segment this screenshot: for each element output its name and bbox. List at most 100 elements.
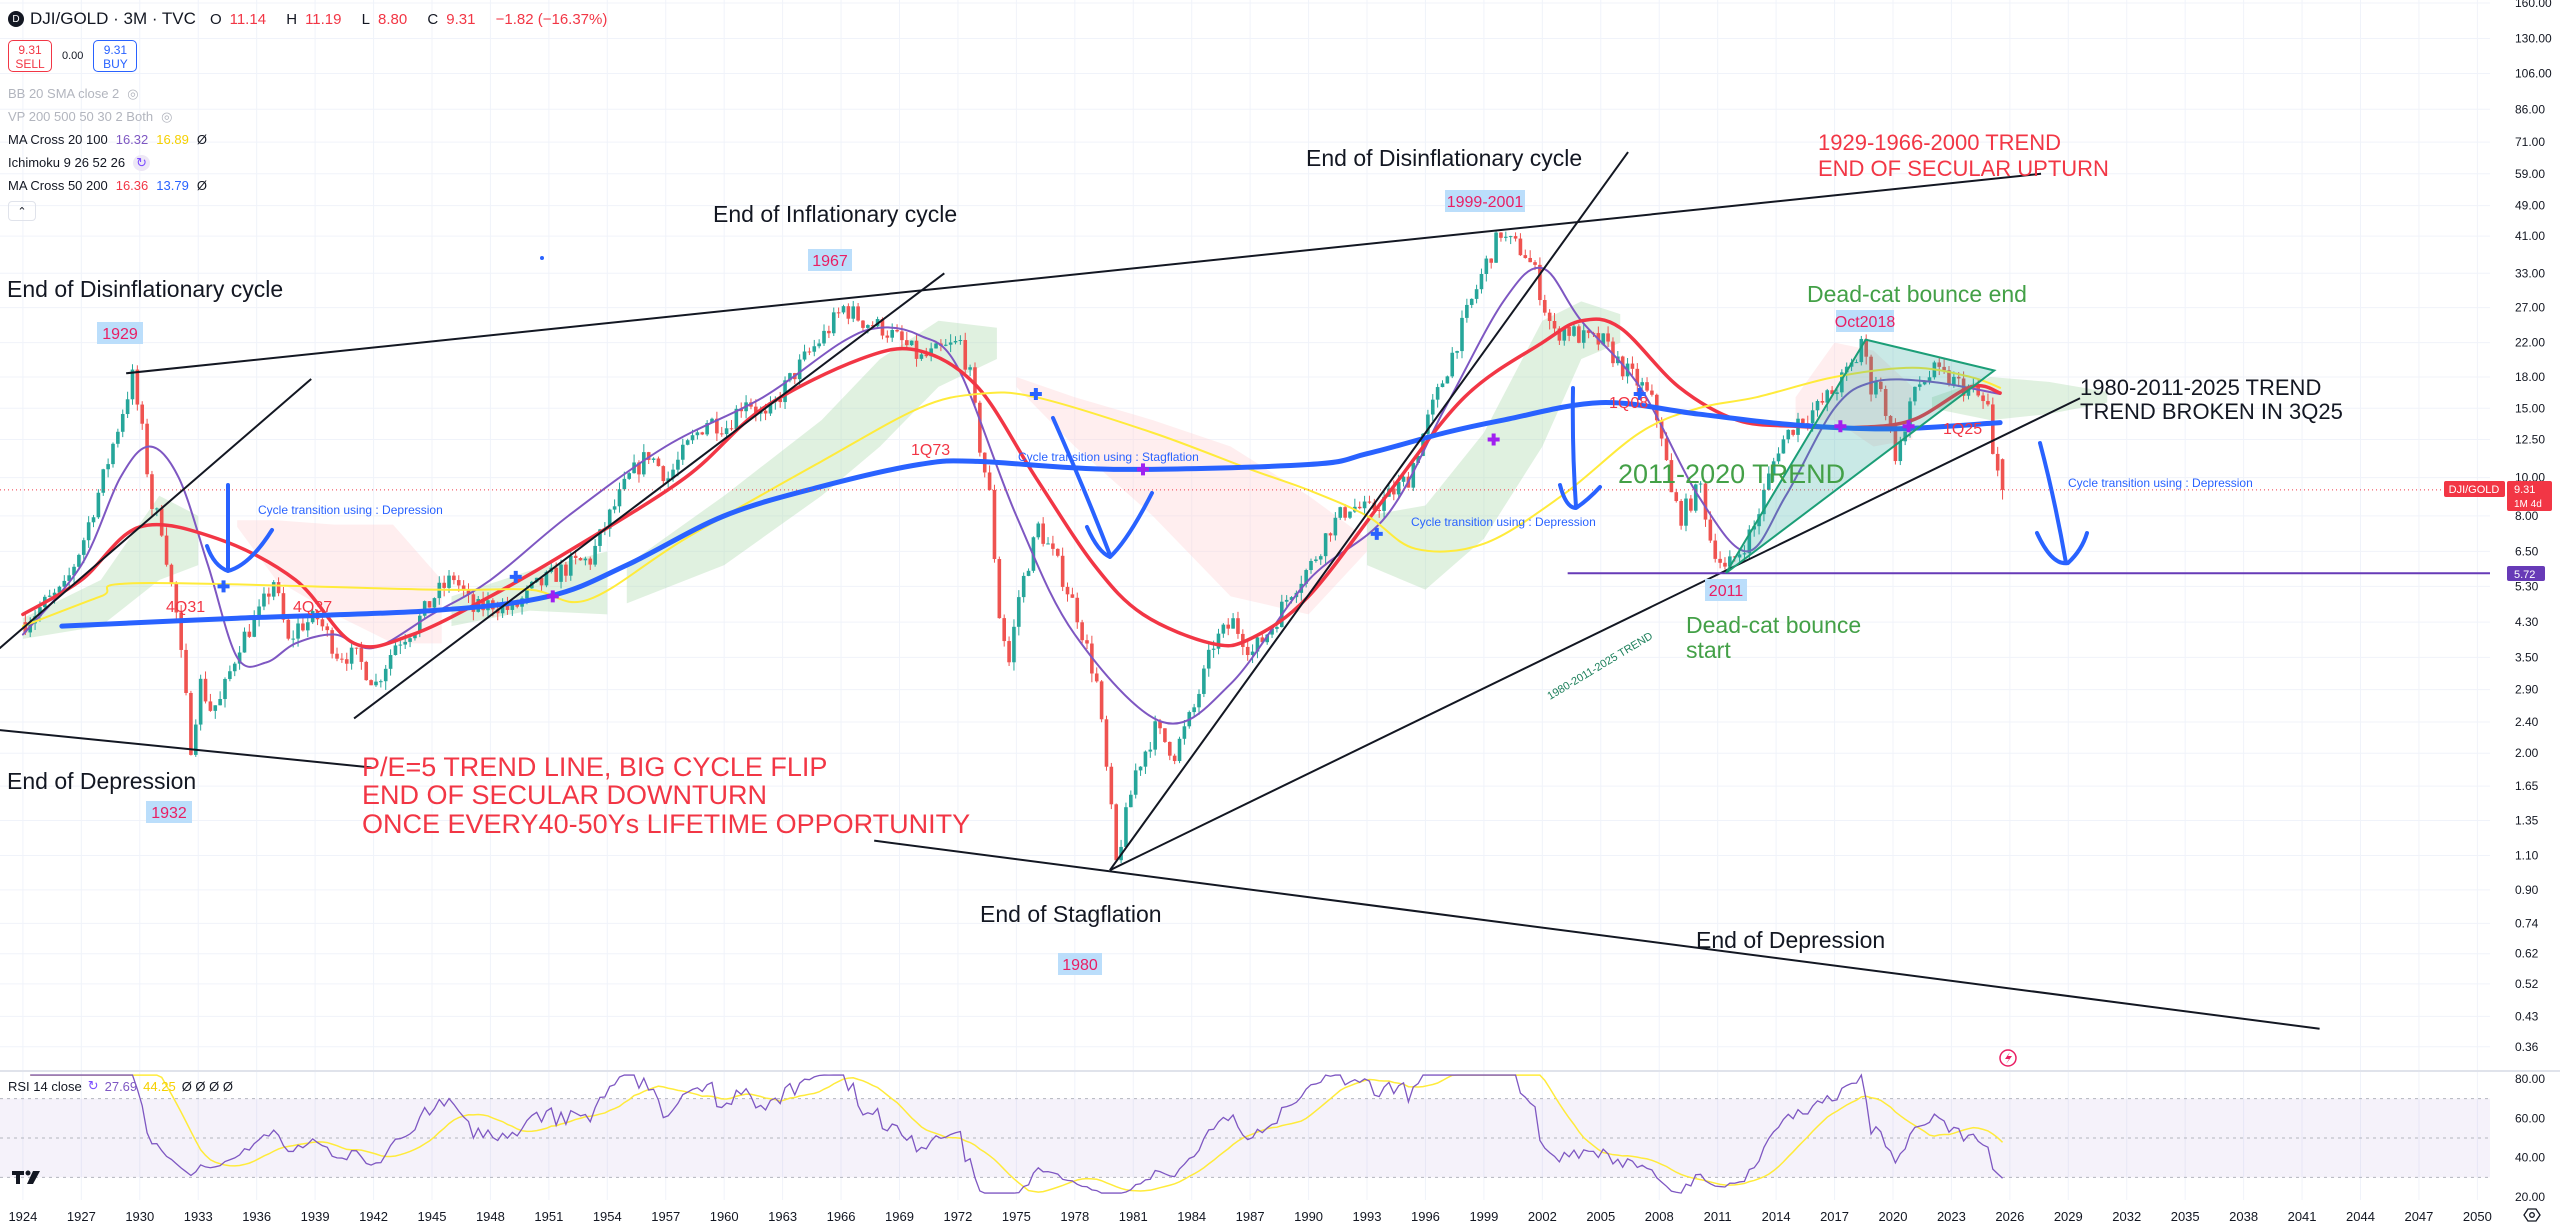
sell-button[interactable]: 9.31 SELL: [8, 40, 52, 72]
candle: [2000, 458, 2005, 500]
candle-body: [330, 630, 334, 654]
candle: [218, 691, 222, 706]
candle: [1338, 506, 1343, 520]
candle: [130, 364, 135, 405]
candle: [335, 647, 339, 662]
eye-off-icon[interactable]: ◎: [161, 108, 173, 124]
candle-body: [72, 566, 76, 576]
candle-body: [1046, 543, 1050, 545]
indicator-ichimoku[interactable]: Ichimoku 9 26 52 26 ↻: [8, 151, 615, 174]
settings-icon[interactable]: [2523, 1208, 2541, 1222]
candle: [1255, 636, 1260, 659]
candle-body: [510, 602, 515, 610]
candle-body: [1684, 498, 1688, 526]
candle: [734, 405, 739, 430]
label-4q31: 4Q31: [166, 599, 205, 616]
candle: [1698, 481, 1703, 493]
time-axis[interactable]: 1924 1927 1930 1933 1936 1939 1942 1945 1948 1951…: [8, 1209, 2491, 1224]
candle: [461, 580, 466, 597]
price-tick-label: 41.00: [2515, 229, 2545, 243]
candle: [1489, 258, 1494, 269]
candle-body: [734, 408, 739, 430]
candle-body: [846, 306, 851, 319]
candle: [140, 401, 145, 430]
candle: [1343, 504, 1347, 521]
candle: [943, 338, 948, 347]
candle-body: [340, 658, 344, 660]
candle: [1440, 380, 1445, 388]
candle: [1494, 230, 1498, 263]
candle-body: [1426, 414, 1430, 434]
indicator-vp[interactable]: VP 200 500 50 30 2 Both ◎: [8, 105, 615, 128]
candle-body: [1879, 381, 1883, 390]
eye-off-icon[interactable]: ◎: [127, 85, 139, 101]
candle: [408, 636, 412, 648]
candle: [778, 391, 782, 408]
candle-body: [374, 681, 378, 686]
loading-icon: ↻: [87, 1078, 99, 1093]
candle-body: [52, 592, 57, 596]
candle: [1859, 335, 1864, 366]
candle-body: [831, 312, 836, 334]
price-tag-countdown: 1M 4d: [2514, 499, 2542, 510]
annotation-end-depression-1932: End of Depression: [7, 768, 196, 794]
symbol-title[interactable]: D DJI/GOLD · 3M · TVC: [8, 9, 196, 29]
candle: [1713, 533, 1718, 563]
alert-lightning-icon[interactable]: [1999, 1049, 2017, 1067]
buy-button[interactable]: 9.31 BUY: [93, 40, 138, 72]
candle-body: [1216, 633, 1221, 649]
time-tick-label: 1960: [710, 1209, 739, 1224]
candle-body: [1528, 257, 1532, 263]
candle: [1513, 232, 1518, 242]
candle-body: [471, 594, 476, 612]
collapse-legend-button[interactable]: ⌃: [8, 201, 36, 221]
time-tick-label: 1948: [476, 1209, 505, 1224]
loading-icon: ↻: [133, 154, 150, 171]
arrow-down-2003: [1558, 386, 1602, 510]
candle-body: [1158, 721, 1162, 729]
candle-body: [1874, 381, 1878, 395]
indicator-ma-50-200[interactable]: MA Cross 50 200 16.36 13.79 Ø: [8, 174, 615, 197]
candle: [1138, 766, 1143, 776]
candle-body: [286, 619, 291, 639]
time-tick-label: 1987: [1236, 1209, 1265, 1224]
candle: [150, 470, 154, 516]
candle: [705, 420, 709, 437]
candle-body: [807, 351, 812, 353]
candle-body: [924, 354, 929, 357]
candle: [101, 468, 106, 496]
candle-body: [1357, 506, 1362, 509]
candle-body: [1966, 387, 1971, 396]
candle-body: [422, 601, 427, 616]
candle-body: [1314, 559, 1318, 561]
annotation-end-inflationary: End of Inflationary cycle: [713, 201, 957, 227]
candle: [1917, 376, 1922, 391]
candle-body: [1762, 489, 1766, 515]
time-tick-label: 2044: [2346, 1209, 2375, 1224]
candle: [700, 431, 705, 436]
candle: [1762, 483, 1766, 522]
indicator-ma-20-100[interactable]: MA Cross 20 100 16.32 16.89 Ø: [8, 128, 615, 151]
candle-body: [1124, 807, 1128, 847]
candles: [23, 230, 2005, 864]
candle-body: [1255, 637, 1260, 652]
candle-body: [1348, 511, 1352, 518]
price-tick-label: 0.43: [2515, 1009, 2539, 1023]
candle-body: [544, 571, 549, 586]
candle-body: [67, 575, 71, 581]
time-tick-label: 2023: [1937, 1209, 1966, 1224]
candle-body: [1630, 363, 1635, 369]
candle-body: [106, 464, 110, 470]
candle-body: [1177, 738, 1182, 762]
candle-body: [257, 606, 261, 618]
ma20-value: 16.32: [115, 132, 149, 147]
indicator-bb[interactable]: BB 20 SMA close 2 ◎: [8, 82, 615, 105]
candle: [1991, 397, 1995, 455]
candle-body: [1172, 755, 1177, 762]
candle-body: [1309, 560, 1313, 571]
candle-body: [651, 458, 656, 460]
price-axis[interactable]: 160.00 130.00 106.00 86.00 71.00 59.00 49.00 41…: [2515, 0, 2552, 1204]
candle: [1747, 525, 1752, 559]
candle: [72, 563, 76, 583]
